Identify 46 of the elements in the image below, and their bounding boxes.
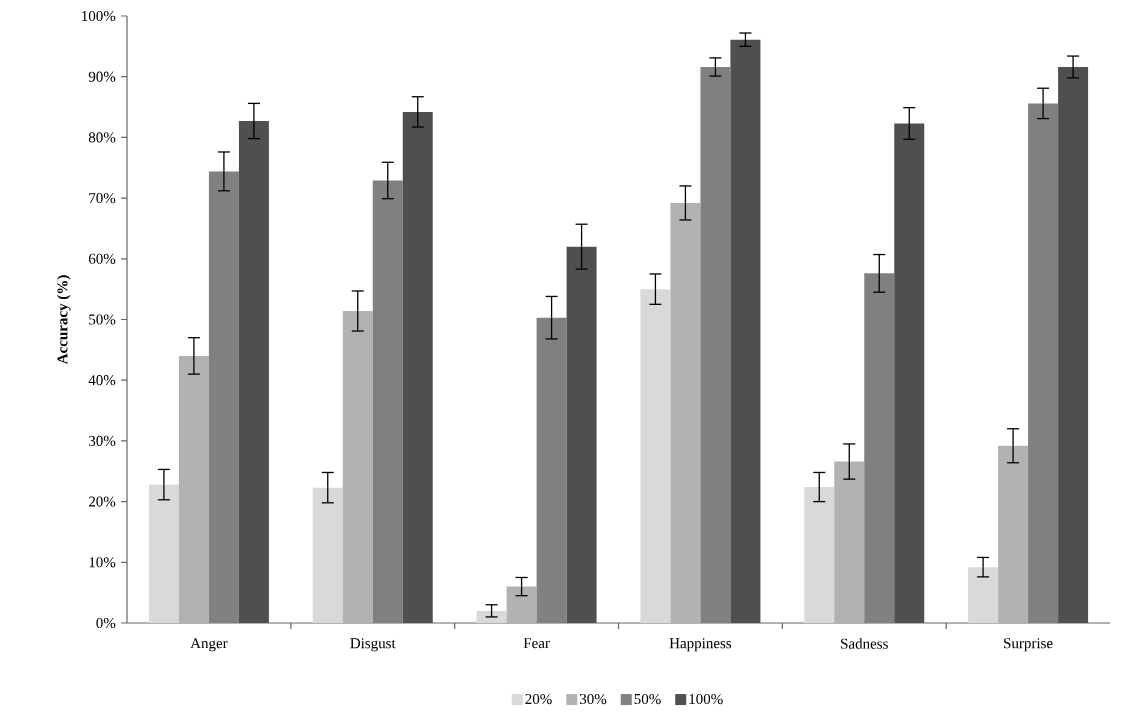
- bar: [536, 317, 567, 623]
- legend-label: 30%: [579, 693, 607, 705]
- bar: [148, 484, 179, 623]
- y-tick-label: 40%: [88, 375, 116, 386]
- x-tick-label: Anger: [190, 638, 228, 652]
- bar: [506, 586, 537, 623]
- bar: [998, 445, 1029, 623]
- bar: [968, 567, 999, 623]
- bar: [1028, 103, 1059, 623]
- y-tick-label: 10%: [89, 557, 116, 568]
- y-tick-label: 30%: [89, 435, 116, 446]
- x-tick-label: Happiness: [669, 638, 732, 652]
- bar: [730, 39, 761, 623]
- bar: [700, 66, 731, 623]
- y-tick-label: 60%: [88, 253, 116, 264]
- bar: [864, 273, 895, 623]
- bar: [238, 121, 269, 623]
- bar: [208, 171, 239, 623]
- y-tick-label: 20%: [88, 496, 116, 507]
- bar: [342, 311, 373, 623]
- bar: [178, 355, 209, 623]
- bar: [834, 461, 865, 623]
- x-tick-label: Disgust: [350, 638, 396, 652]
- bar: [640, 289, 671, 623]
- legend-label: 20%: [525, 693, 552, 705]
- bar: [312, 487, 343, 623]
- y-tick-label: 70%: [89, 193, 116, 204]
- legend-label: 50%: [634, 693, 661, 705]
- bar: [804, 487, 835, 623]
- y-tick-label: 80%: [88, 132, 116, 143]
- bar: [476, 610, 507, 623]
- bar: [894, 123, 925, 623]
- y-tick-label: 90%: [88, 71, 116, 82]
- bar: [1058, 66, 1089, 623]
- legend-label: 100%: [689, 693, 723, 705]
- x-tick-label: Surprise: [1004, 638, 1053, 652]
- x-tick-label: Fear: [523, 638, 550, 649]
- bar: [566, 246, 597, 623]
- bar: [402, 111, 433, 623]
- bar: [670, 202, 701, 623]
- y-axis-title: Accuracy (%): [56, 275, 71, 365]
- x-tick-label: Sadness: [841, 638, 888, 649]
- y-tick-label: 50%: [89, 314, 116, 325]
- bar: [372, 180, 403, 623]
- y-tick-label: 0%: [96, 617, 116, 629]
- y-tick-label: 100%: [82, 10, 116, 22]
